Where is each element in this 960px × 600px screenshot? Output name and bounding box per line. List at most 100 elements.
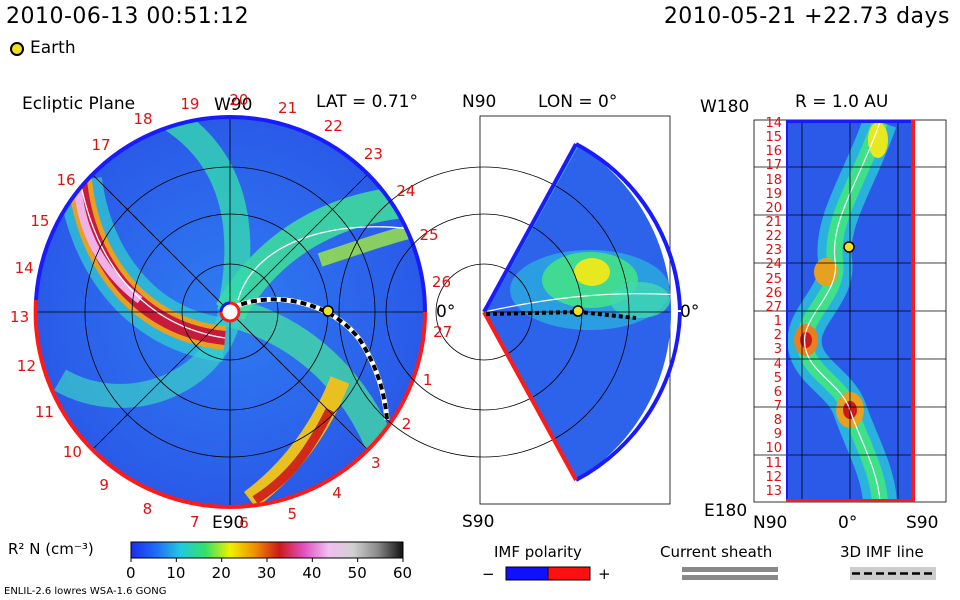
carrington-label: 12 <box>16 356 36 375</box>
sphere-axis-zero: 0° <box>838 513 858 533</box>
sphere-row-label: 10 <box>765 441 782 457</box>
carrington-label: 3 <box>371 453 381 472</box>
colorbar-tick-label: 20 <box>211 564 231 582</box>
sphere-row-label: 19 <box>765 186 782 202</box>
sphere-row-label: 5 <box>773 370 782 386</box>
carrington-label: 6 <box>239 514 249 533</box>
carrington-label: 4 <box>332 484 342 503</box>
carrington-label: 24 <box>396 182 416 201</box>
colorbar-tick-label: 40 <box>302 564 322 582</box>
carrington-label: 15 <box>30 212 50 231</box>
sphere-row-label: 7 <box>773 398 782 414</box>
carrington-label: 11 <box>34 402 54 421</box>
carrington-label: 5 <box>287 504 298 523</box>
earth-icon <box>843 241 855 253</box>
carrington-label: 9 <box>99 475 109 494</box>
sphere-row-label: 21 <box>765 215 782 231</box>
meridional-n90: N90 <box>462 92 497 112</box>
colorbar-tick-label: 10 <box>166 564 186 582</box>
ecliptic-imf-line <box>231 297 389 421</box>
earth-icon <box>572 305 584 317</box>
carrington-label: 18 <box>133 110 153 129</box>
colorbar-tick-label: 30 <box>257 564 277 582</box>
ecliptic-e90: E90 <box>212 513 245 533</box>
ecliptic-sector-line <box>79 179 226 339</box>
carrington-label: 17 <box>91 135 111 154</box>
sphere-row-label: 1 <box>773 314 782 330</box>
sphere-radius: R = 1.0 AU <box>795 92 889 112</box>
carrington-label: 7 <box>190 512 200 531</box>
meridional-lon: LON = 0° <box>538 92 618 112</box>
carrington-label: 2 <box>401 415 412 434</box>
meridional-s90: S90 <box>462 512 495 532</box>
colorbar-tick-label: 0 <box>126 564 136 582</box>
sphere-row-label: 3 <box>773 342 782 358</box>
carrington-label: 20 <box>229 91 249 110</box>
sphere-row-label: 27 <box>765 299 782 315</box>
sphere-row-label: 11 <box>765 455 782 471</box>
sphere-row-label: 13 <box>765 483 782 499</box>
model-footer: ENLIL-2.6 lowres WSA-1.6 GONG <box>4 586 167 597</box>
sphere-row-label: 2 <box>773 328 782 344</box>
sphere-row-label: 6 <box>773 384 782 400</box>
carrington-label: 22 <box>323 116 343 135</box>
polarity-positive-swatch <box>547 566 591 581</box>
carrington-label: 23 <box>363 145 383 164</box>
ecliptic-lat: LAT = 0.71° <box>316 92 418 112</box>
sphere-row-label: 16 <box>765 144 782 160</box>
earth-marker-icon <box>10 41 24 56</box>
carrington-label: 25 <box>419 225 439 244</box>
ecliptic-dense-arc-peak <box>74 189 143 304</box>
sphere-row-label: 4 <box>773 356 782 372</box>
carrington-label: 21 <box>278 98 298 117</box>
carrington-label: 13 <box>10 307 30 326</box>
carrington-label: 26 <box>431 273 452 292</box>
imf-polarity-label: IMF polarity <box>494 543 582 561</box>
ecliptic-title: Ecliptic Plane <box>22 94 136 114</box>
sphere-row-label: 15 <box>765 130 782 146</box>
sphere-row-label: 20 <box>765 200 782 216</box>
meridional-zero: 0° <box>680 302 700 322</box>
sphere-row-label: 17 <box>765 158 782 174</box>
ecliptic-w90: W90 <box>214 95 253 115</box>
sphere-row-label: 25 <box>765 271 782 287</box>
polarity-plus: + <box>598 565 611 583</box>
sphere-row-label: 12 <box>765 469 782 485</box>
sphere-row-label: 18 <box>765 172 782 188</box>
colorbar <box>130 541 404 562</box>
sphere-row-label: 24 <box>765 257 782 273</box>
ecliptic-stream-arm <box>153 117 251 315</box>
current-sheath-swatch <box>682 575 778 580</box>
sphere-row-label: 26 <box>765 285 782 301</box>
meridional-plane <box>338 115 682 505</box>
polarity-minus: − <box>482 565 495 583</box>
ecliptic-polarity-edge <box>34 115 231 301</box>
ecliptic-polarity-edge <box>229 311 427 509</box>
sphere-e180: E180 <box>704 501 748 521</box>
carrington-label: 27 <box>433 322 453 341</box>
earth-icon <box>322 305 334 317</box>
meridional-sector-line <box>484 293 672 313</box>
carrington-label: 8 <box>142 499 153 518</box>
colorbar-tick-label: 50 <box>347 564 367 582</box>
colorbar-tick-label: 60 <box>393 564 413 582</box>
colorbar-label: R² N (cm⁻³) <box>8 540 94 558</box>
sphere-row-label: 23 <box>765 243 782 259</box>
reference-date: 2010-05-21 +22.73 days <box>663 4 950 29</box>
carrington-label: 10 <box>62 443 82 461</box>
timestamp: 2010-06-13 00:51:12 <box>6 4 250 29</box>
sphere-w180: W180 <box>700 97 750 117</box>
sphere-sector-line <box>804 121 881 502</box>
ecliptic-sector-line <box>237 226 425 301</box>
sphere-map <box>753 119 947 503</box>
carrington-label: 19 <box>180 95 200 114</box>
imf-line-label: 3D IMF line <box>840 543 924 561</box>
sphere-row-label: 14 <box>765 116 782 131</box>
ecliptic-polarity-edge <box>229 115 427 313</box>
sphere-row-label: 8 <box>773 413 782 429</box>
current-sheath-swatch <box>682 567 778 572</box>
carrington-label: 14 <box>14 258 34 277</box>
colorbar-gradient <box>130 541 404 559</box>
earth-legend: Earth <box>10 38 76 58</box>
